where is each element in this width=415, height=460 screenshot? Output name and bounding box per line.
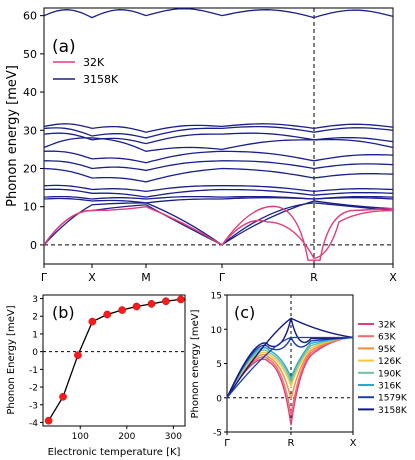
ytick-label: 15 [211,292,222,302]
data-point [147,300,156,308]
band-3158K [43,184,394,193]
xtick-label: X [88,271,96,284]
legend-label-3158K: 3158K [83,73,119,86]
ytick-label: 5 [216,360,222,370]
legend-label-95K: 95K [378,345,396,355]
panel-b-xlabel: Electronic temperature [K] [48,447,181,458]
band-3158K [43,125,394,139]
dispersion-95K [226,336,354,400]
panel-a-yticks: 0 10 20 30 40 50 60 [23,10,44,252]
data-point [176,295,185,304]
soft-band-32K [43,205,394,260]
panel-a: 0 10 20 30 40 50 60 Γ X M Γ R X (a) 32K 3158K Phono… [5,7,397,284]
dispersion-316K [226,336,354,399]
legend-label-63K: 63K [378,333,396,343]
dispersion-32K [226,336,354,426]
panel-a-curves [43,8,394,264]
acoustic-band-3158K [43,200,394,246]
panel-a-frame [43,7,394,265]
band-3158K [43,8,394,19]
data-point [88,317,97,326]
data-point [59,392,67,401]
ytick-label: 10 [23,201,37,214]
panel-b-ylabel: Phonon Energy [meV] [6,305,17,414]
legend-label-3158K: 3158K [378,406,408,416]
xtick-label: X [350,438,357,449]
panel-b-content: -4 -3 -2 -1 0 1 2 3 100 200 300 [29,295,185,442]
upper-band-3158K [226,317,354,399]
panel-a-legend: 32K 3158K [53,56,119,86]
xtick-label: M [141,271,151,284]
band-3158K [43,137,394,152]
ytick-label: 50 [23,48,37,61]
xtick-label: Γ [41,271,48,284]
panel-c-ylabel: Phonon energy [meV] [190,309,201,418]
panel-c-legend: 32K 63K 95K 126K 190K 316K 1579K 3158K [358,321,408,416]
panel-c-content: -5 0 5 10 15 Γ R X [211,292,357,450]
ytick-label: 30 [23,124,37,137]
legend-label-126K: 126K [378,357,402,367]
ytick-label: -1 [29,366,38,376]
ytick-label: -5 [213,429,222,439]
legend-label-316K: 316K [378,382,402,392]
ytick-label: 40 [23,86,37,99]
legend-label-1579K: 1579K [378,394,408,404]
panel-a-ylabel: Phonon energy [meV] [5,65,20,207]
ytick-label: 60 [23,10,37,23]
acoustic-band-3158K [43,202,394,246]
xtick-label: X [389,271,397,284]
data-point [132,302,141,311]
ytick-label: 0 [216,394,222,404]
panel-a-label: (a) [52,37,76,57]
ytick-label: 10 [211,326,223,336]
ytick-label: -2 [29,384,38,394]
soft-band-32K [221,205,394,261]
legend-label-190K: 190K [378,369,402,379]
xtick-label: Γ [224,438,230,449]
band-3158K [43,123,394,133]
ytick-label: 2 [32,313,38,323]
ytick-label: 0 [32,348,38,358]
xtick-label: R [310,271,318,284]
dispersion-3158K [226,318,354,399]
band-3158K [43,132,394,145]
data-point [74,351,82,360]
xtick-label: 200 [118,432,135,442]
fit-line [48,298,181,422]
panel-c: -5 0 5 10 15 Γ R X (c) Phonon energy [meV] 32K 6… [190,292,408,450]
ytick-label: -3 [29,401,38,411]
xtick-label: R [288,438,295,449]
xtick-label: 100 [72,432,89,442]
ytick-label: 3 [32,295,38,305]
panel-c-label: (c) [234,303,255,322]
ytick-label: 20 [23,162,37,175]
xtick-label: Γ [219,271,226,284]
data-point [162,297,170,306]
band-3158K [43,167,394,183]
data-point [103,310,112,319]
dispersion-126K [226,336,354,399]
upper-band-1579K [226,336,353,399]
band-3158K [43,188,394,198]
dispersion-63K [226,336,354,415]
legend-label-32K: 32K [83,56,105,69]
band-3158K [43,150,394,164]
panel-b-label: (b) [52,303,75,322]
data-point [118,306,126,314]
band-3158K [43,197,394,204]
xtick-label: 300 [165,432,182,442]
data-point [44,416,53,425]
panel-b-frame [42,294,186,427]
band-3158K [44,160,394,172]
ytick-label: -4 [29,419,38,429]
ytick-label: 1 [32,330,38,340]
legend-label-32K: 32K [378,321,396,331]
ytick-label: 0 [30,239,37,252]
panel-b: -4 -3 -2 -1 0 1 2 3 100 200 300 (b) Electronic tem… [6,294,186,458]
